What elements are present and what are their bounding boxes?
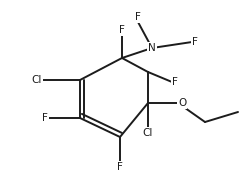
Text: F: F (134, 12, 140, 22)
Text: Cl: Cl (142, 128, 152, 138)
Text: F: F (42, 113, 48, 123)
Text: O: O (177, 98, 186, 108)
Text: N: N (148, 43, 155, 53)
Text: F: F (118, 25, 124, 35)
Text: F: F (116, 162, 122, 172)
Text: Cl: Cl (32, 75, 42, 85)
Text: F: F (171, 77, 177, 87)
Text: F: F (191, 37, 197, 47)
